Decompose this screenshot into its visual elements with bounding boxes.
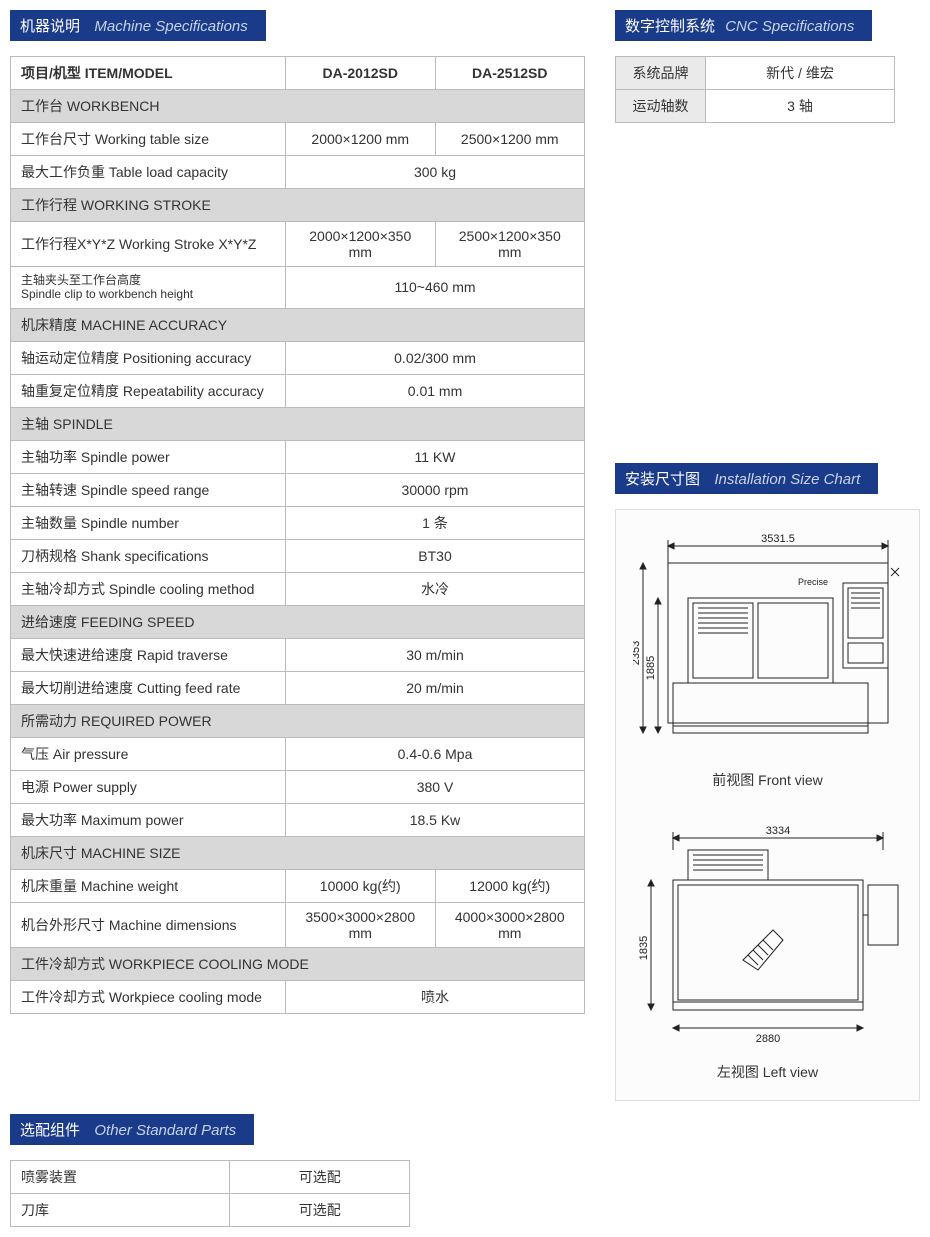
spec-row-label: 轴运动定位精度 Positioning accuracy [11, 341, 286, 374]
spec-section-title: 主轴 SPINDLE [11, 407, 585, 440]
spec-row-value2: 2500×1200 mm [435, 123, 585, 156]
spec-row-label: 工作行程X*Y*Z Working Stroke X*Y*Z [11, 222, 286, 267]
spec-row-label: 刀柄规格 Shank specifications [11, 539, 286, 572]
spec-row-label: 机床重量 Machine weight [11, 869, 286, 902]
spec-row-label: 最大切削进给速度 Cutting feed rate [11, 671, 286, 704]
spec-row-value1: 10000 kg(约) [286, 869, 436, 902]
spec-row-label: 气压 Air pressure [11, 737, 286, 770]
spec-section-title: 工作台 WORKBENCH [11, 90, 585, 123]
spec-row-value: 喷水 [286, 980, 585, 1013]
spec-row-value1: 2000×1200×350 mm [286, 222, 436, 267]
cnc-spec-header: 数字控制系统 CNC Specifications [615, 10, 872, 41]
front-view-drawing: 3531.5 2353 1885 [633, 528, 903, 758]
parts-row-label: 喷雾装置 [11, 1160, 230, 1193]
machine-brand-label: Precise [798, 577, 828, 587]
left-view-drawing: 3334 1835 2880 [633, 820, 903, 1050]
spec-row-label: 轴重复定位精度 Repeatability accuracy [11, 374, 286, 407]
spec-row-label: 主轴冷却方式 Spindle cooling method [11, 572, 286, 605]
spec-row-value: 0.4-0.6 Mpa [286, 737, 585, 770]
spec-row-value1: 3500×3000×2800 mm [286, 902, 436, 947]
install-title-cn: 安装尺寸图 [625, 471, 700, 488]
spec-row-label: 最大功率 Maximum power [11, 803, 286, 836]
spec-section-title: 机床精度 MACHINE ACCURACY [11, 308, 585, 341]
cnc-row-value: 3 轴 [706, 90, 895, 123]
parts-row-label: 刀库 [11, 1193, 230, 1226]
spec-row-value: 18.5 Kw [286, 803, 585, 836]
spec-row-label: 主轴转速 Spindle speed range [11, 473, 286, 506]
spec-row-value: 11 KW [286, 440, 585, 473]
spec-row-label: 工作台尺寸 Working table size [11, 123, 286, 156]
spec-row-value: 0.01 mm [286, 374, 585, 407]
left-view-label: 左视图 Left view [626, 1062, 909, 1082]
spec-row-value: 300 kg [286, 156, 585, 189]
cnc-spec-title-en: CNC Specifications [725, 18, 854, 35]
spec-section-title: 所需动力 REQUIRED POWER [11, 704, 585, 737]
install-title-en: Installation Size Chart [714, 471, 860, 488]
spec-row-label: 主轴夹头至工作台高度Spindle clip to workbench heig… [11, 267, 286, 309]
install-header: 安装尺寸图 Installation Size Chart [615, 463, 878, 494]
spec-row-value: BT30 [286, 539, 585, 572]
machine-spec-header: 机器说明 Machine Specifications [10, 10, 266, 41]
parts-header: 选配组件 Other Standard Parts [10, 1114, 254, 1145]
spec-row-value: 110~460 mm [286, 267, 585, 309]
front-dim-top: 3531.5 [761, 533, 795, 545]
spec-row-value: 0.02/300 mm [286, 341, 585, 374]
left-dim-top: 3334 [765, 825, 789, 837]
cnc-row-value: 新代 / 维宏 [706, 57, 895, 90]
spec-row-value1: 2000×1200 mm [286, 123, 436, 156]
install-block: 3531.5 2353 1885 [615, 509, 920, 1101]
parts-table: 喷雾装置可选配刀库可选配 [10, 1160, 410, 1227]
front-view-label: 前视图 Front view [626, 770, 909, 790]
parts-row-value: 可选配 [230, 1160, 410, 1193]
spec-row-label: 工件冷却方式 Workpiece cooling mode [11, 980, 286, 1013]
cnc-row-label: 系统品牌 [616, 57, 706, 90]
spec-row-value2: 2500×1200×350 mm [435, 222, 585, 267]
cnc-spec-title-cn: 数字控制系统 [625, 18, 715, 35]
spec-section-title: 机床尺寸 MACHINE SIZE [11, 836, 585, 869]
spec-row-label: 最大快速进给速度 Rapid traverse [11, 638, 286, 671]
parts-title-cn: 选配组件 [20, 1122, 80, 1139]
spec-row-label: 最大工作负重 Table load capacity [11, 156, 286, 189]
spec-row-value2: 4000×3000×2800 mm [435, 902, 585, 947]
spec-row-label: 电源 Power supply [11, 770, 286, 803]
spec-row-label: 机台外形尺寸 Machine dimensions [11, 902, 286, 947]
machine-spec-title-cn: 机器说明 [20, 18, 80, 35]
parts-title-en: Other Standard Parts [94, 1122, 236, 1139]
spec-row-label: 主轴功率 Spindle power [11, 440, 286, 473]
left-dim-left: 1835 [638, 936, 650, 960]
cnc-table: 系统品牌新代 / 维宏运动轴数3 轴 [615, 56, 895, 123]
spec-row-value: 1 条 [286, 506, 585, 539]
spec-row-value: 30 m/min [286, 638, 585, 671]
machine-spec-title-en: Machine Specifications [94, 18, 247, 35]
front-dim-left-outer: 2353 [633, 641, 642, 665]
spec-header-item: 项目/机型 ITEM/MODEL [11, 57, 286, 90]
spec-row-value: 20 m/min [286, 671, 585, 704]
spec-row-value2: 12000 kg(约) [435, 869, 585, 902]
spec-row-value: 水冷 [286, 572, 585, 605]
cnc-row-label: 运动轴数 [616, 90, 706, 123]
left-dim-bottom: 2880 [755, 1033, 779, 1045]
spec-row-label: 主轴数量 Spindle number [11, 506, 286, 539]
spec-row-value: 30000 rpm [286, 473, 585, 506]
spec-header-model1: DA-2012SD [286, 57, 436, 90]
spec-table: 项目/机型 ITEM/MODELDA-2012SDDA-2512SD工作台 WO… [10, 56, 585, 1014]
spec-section-title: 工件冷却方式 WORKPIECE COOLING MODE [11, 947, 585, 980]
front-dim-left-inner: 1885 [645, 656, 657, 680]
spec-row-value: 380 V [286, 770, 585, 803]
parts-row-value: 可选配 [230, 1193, 410, 1226]
spec-section-title: 进给速度 FEEDING SPEED [11, 605, 585, 638]
spec-section-title: 工作行程 WORKING STROKE [11, 189, 585, 222]
spec-header-model2: DA-2512SD [435, 57, 585, 90]
